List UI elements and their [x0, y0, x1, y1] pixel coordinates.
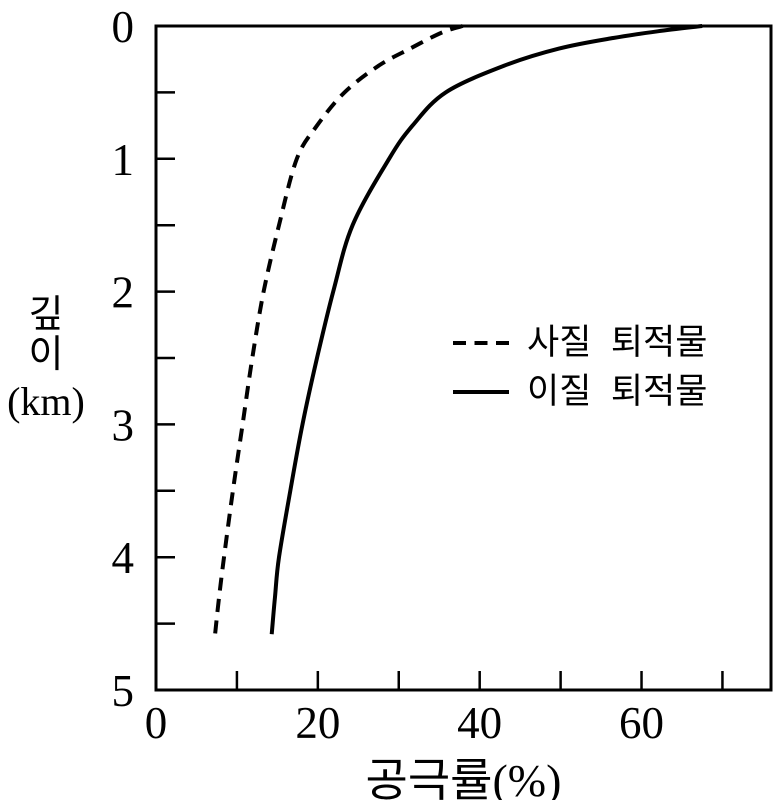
y-tick-label: 2: [112, 268, 135, 318]
y-tick-label: 0: [112, 2, 135, 52]
legend-item-muddy-sediment: 이질 퇴적물: [452, 371, 707, 413]
legend-label-sandy-sediment: 사질 퇴적물: [527, 323, 708, 362]
curve-dashed: [213, 24, 464, 635]
x-tick-label: 20: [295, 698, 340, 748]
y-tick-label: 1: [112, 135, 135, 185]
x-axis-title: 공극률(%): [365, 755, 562, 800]
x-tick-label: 60: [619, 698, 664, 748]
legend-label-muddy-sediment: 이질 퇴적물: [527, 372, 708, 411]
legend: 사질 퇴적물 이질 퇴적물: [452, 322, 707, 420]
y-tick-label: 4: [112, 533, 135, 583]
plot-frame: [154, 24, 773, 692]
x-tick-label: 40: [457, 698, 502, 748]
dashed-line-sample-icon: [453, 341, 509, 345]
x-tick-label: 0: [145, 698, 168, 748]
y-tick-label: 3: [112, 400, 135, 450]
legend-item-sandy-sediment: 사질 퇴적물: [452, 322, 707, 364]
solid-line-sample-icon: [453, 390, 509, 394]
y-axis-unit: (km): [7, 379, 85, 424]
y-axis-title: 깊 이 (km): [0, 295, 92, 423]
y-axis-title-char1: 깊: [28, 294, 64, 336]
curve-solid: [269, 24, 703, 635]
y-axis-title-char2: 이: [28, 334, 64, 376]
y-tick-label: 5: [112, 666, 135, 716]
